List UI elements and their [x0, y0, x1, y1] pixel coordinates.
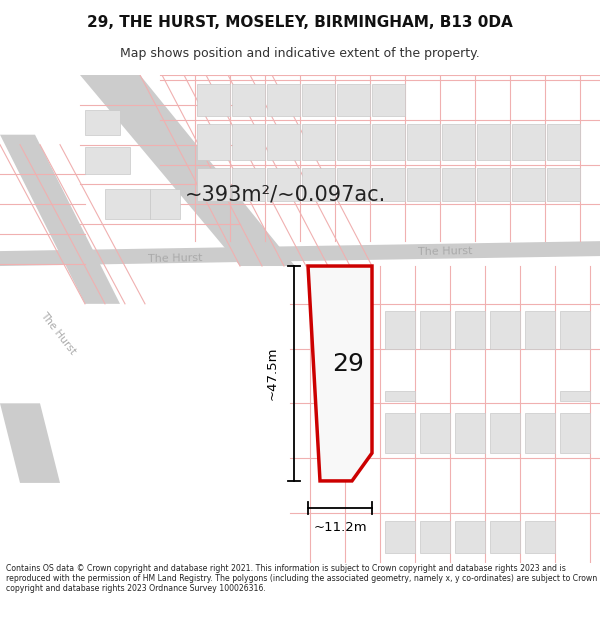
Bar [420, 413, 450, 453]
Bar [197, 168, 230, 201]
Bar [337, 124, 370, 159]
Polygon shape [308, 266, 372, 481]
Bar [197, 84, 230, 116]
Text: The Hurst: The Hurst [38, 311, 77, 357]
Bar [407, 168, 440, 201]
Text: The Hurst: The Hurst [148, 253, 202, 264]
Text: Map shows position and indicative extent of the property.: Map shows position and indicative extent… [120, 48, 480, 61]
Bar [337, 168, 370, 201]
Bar [560, 311, 590, 349]
Bar [372, 84, 405, 116]
Text: 29, THE HURST, MOSELEY, BIRMINGHAM, B13 0DA: 29, THE HURST, MOSELEY, BIRMINGHAM, B13 … [87, 15, 513, 30]
Bar [302, 168, 335, 201]
Bar [442, 124, 475, 159]
Bar [302, 124, 335, 159]
Bar [490, 311, 520, 349]
Bar [455, 521, 485, 552]
Bar [420, 521, 450, 552]
Bar [197, 124, 230, 159]
Bar [512, 124, 545, 159]
Bar [372, 168, 405, 201]
Bar [232, 168, 265, 201]
Bar [525, 521, 555, 552]
Text: ~11.2m: ~11.2m [313, 521, 367, 534]
Bar [267, 168, 300, 201]
Bar [372, 124, 405, 159]
Bar [85, 110, 120, 135]
Bar [267, 124, 300, 159]
Bar [477, 124, 510, 159]
Bar [455, 413, 485, 453]
Bar [477, 168, 510, 201]
Bar [490, 521, 520, 552]
Text: ~393m²/~0.097ac.: ~393m²/~0.097ac. [184, 184, 386, 204]
Bar [232, 84, 265, 116]
Bar [560, 391, 590, 401]
Bar [385, 391, 415, 401]
Bar [385, 521, 415, 552]
Bar [85, 147, 130, 174]
Bar [525, 311, 555, 349]
Polygon shape [0, 241, 600, 266]
Bar [420, 311, 450, 349]
Bar [150, 189, 180, 219]
Bar [547, 124, 580, 159]
Bar [455, 311, 485, 349]
Text: 29: 29 [332, 351, 364, 376]
Bar [385, 413, 415, 453]
Polygon shape [0, 135, 120, 304]
Text: Contains OS data © Crown copyright and database right 2021. This information is : Contains OS data © Crown copyright and d… [6, 564, 597, 594]
Bar [490, 413, 520, 453]
Bar [302, 84, 335, 116]
Text: The Hurst: The Hurst [418, 246, 472, 257]
Bar [385, 311, 415, 349]
Bar [512, 168, 545, 201]
Polygon shape [0, 403, 60, 483]
Bar [442, 168, 475, 201]
Bar [525, 413, 555, 453]
Text: ~47.5m: ~47.5m [265, 347, 278, 400]
Bar [560, 413, 590, 453]
Bar [407, 124, 440, 159]
Bar [232, 124, 265, 159]
Bar [105, 189, 150, 219]
Polygon shape [80, 75, 295, 266]
Bar [267, 84, 300, 116]
Bar [337, 84, 370, 116]
Bar [547, 168, 580, 201]
